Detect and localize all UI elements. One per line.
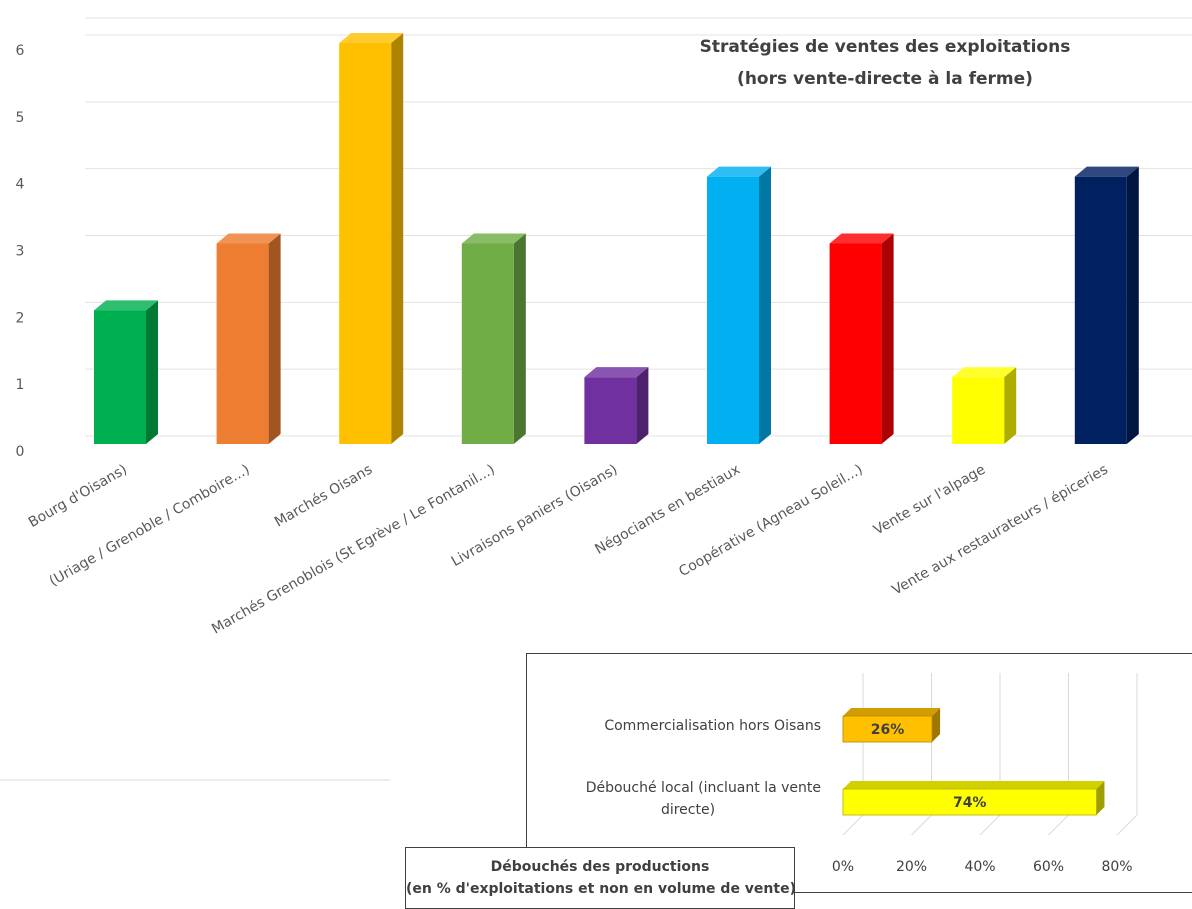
inset-x-tick-label: 40% <box>964 859 995 875</box>
inset-bar-value-label: 74% <box>953 795 987 811</box>
y-tick-label: 6 <box>16 43 25 59</box>
bar <box>952 367 1017 444</box>
chart-title-line-2: (hors vente-directe à la ferme) <box>737 69 1033 89</box>
y-tick-label: 2 <box>16 310 25 326</box>
chart-title-line-1: Stratégies de ventes des exploitations <box>700 37 1071 57</box>
category-label: Vente aux restaurateurs / épiceries <box>890 462 1111 599</box>
inset-x-tick-label: 20% <box>896 859 927 875</box>
inset-title-line-1: Débouchés des productions <box>490 859 710 875</box>
inset-bar: 26% <box>842 708 941 743</box>
y-axis-ticks: 0 1 2 3 4 5 6 <box>16 43 25 460</box>
inset-x-tick-label: 80% <box>1101 859 1132 875</box>
bar <box>829 233 894 444</box>
y-tick-label: 5 <box>16 110 25 126</box>
category-label: Bourg d'Oisans) <box>26 462 130 531</box>
inset-gridline <box>979 814 1001 836</box>
bar <box>707 166 771 444</box>
inset-gridline <box>1048 814 1069 836</box>
category-labels: Bourg d'Oisans)(Uriage / Grenoble / Comb… <box>26 462 1111 638</box>
inset-gridline <box>842 814 864 836</box>
bar <box>339 33 404 444</box>
inset-x-tick-label: 0% <box>832 859 854 875</box>
bar <box>94 300 158 444</box>
category-label: Vente sur l'alpage <box>871 462 988 539</box>
y-tick-label: 3 <box>16 244 25 260</box>
inset-category-label: directe) <box>661 802 715 818</box>
bar <box>461 233 526 444</box>
category-label: Marchés Oisans <box>272 462 375 531</box>
bar <box>584 367 649 444</box>
inset-x-tick-label: 60% <box>1033 859 1064 875</box>
inset-bar: 74% <box>842 781 1105 816</box>
inset-chart-title: Débouchés des productions (en % d'exploi… <box>405 847 796 909</box>
bars <box>94 33 1139 444</box>
bar <box>1074 166 1139 444</box>
inset-category-label: Débouché local (incluant la vente <box>586 780 821 796</box>
y-tick-label: 4 <box>16 177 25 193</box>
inset-category-label: Commercialisation hors Oisans <box>604 718 821 734</box>
inset-category-labels: Commercialisation hors Oisans Débouché lo… <box>586 718 821 818</box>
inset-gridline <box>911 814 932 836</box>
inset-bar-value-label: 26% <box>871 722 905 738</box>
inset-title-line-2: (en % d'exploitations et non en volume d… <box>406 881 796 897</box>
inset-bar-chart: 26% 74% Commercialisation hors Oisans Débo… <box>586 673 1138 875</box>
inset-bars: 26% 74% <box>842 708 1105 816</box>
y-tick-label: 0 <box>16 444 25 460</box>
y-tick-label: 1 <box>16 377 25 393</box>
inset-x-axis-ticks: 0% 20% 40% 60% 80% <box>832 859 1133 875</box>
category-label: (Uriage / Grenoble / Comboire...) <box>47 462 253 590</box>
inset-gridline <box>1116 814 1138 836</box>
bar <box>216 233 281 444</box>
